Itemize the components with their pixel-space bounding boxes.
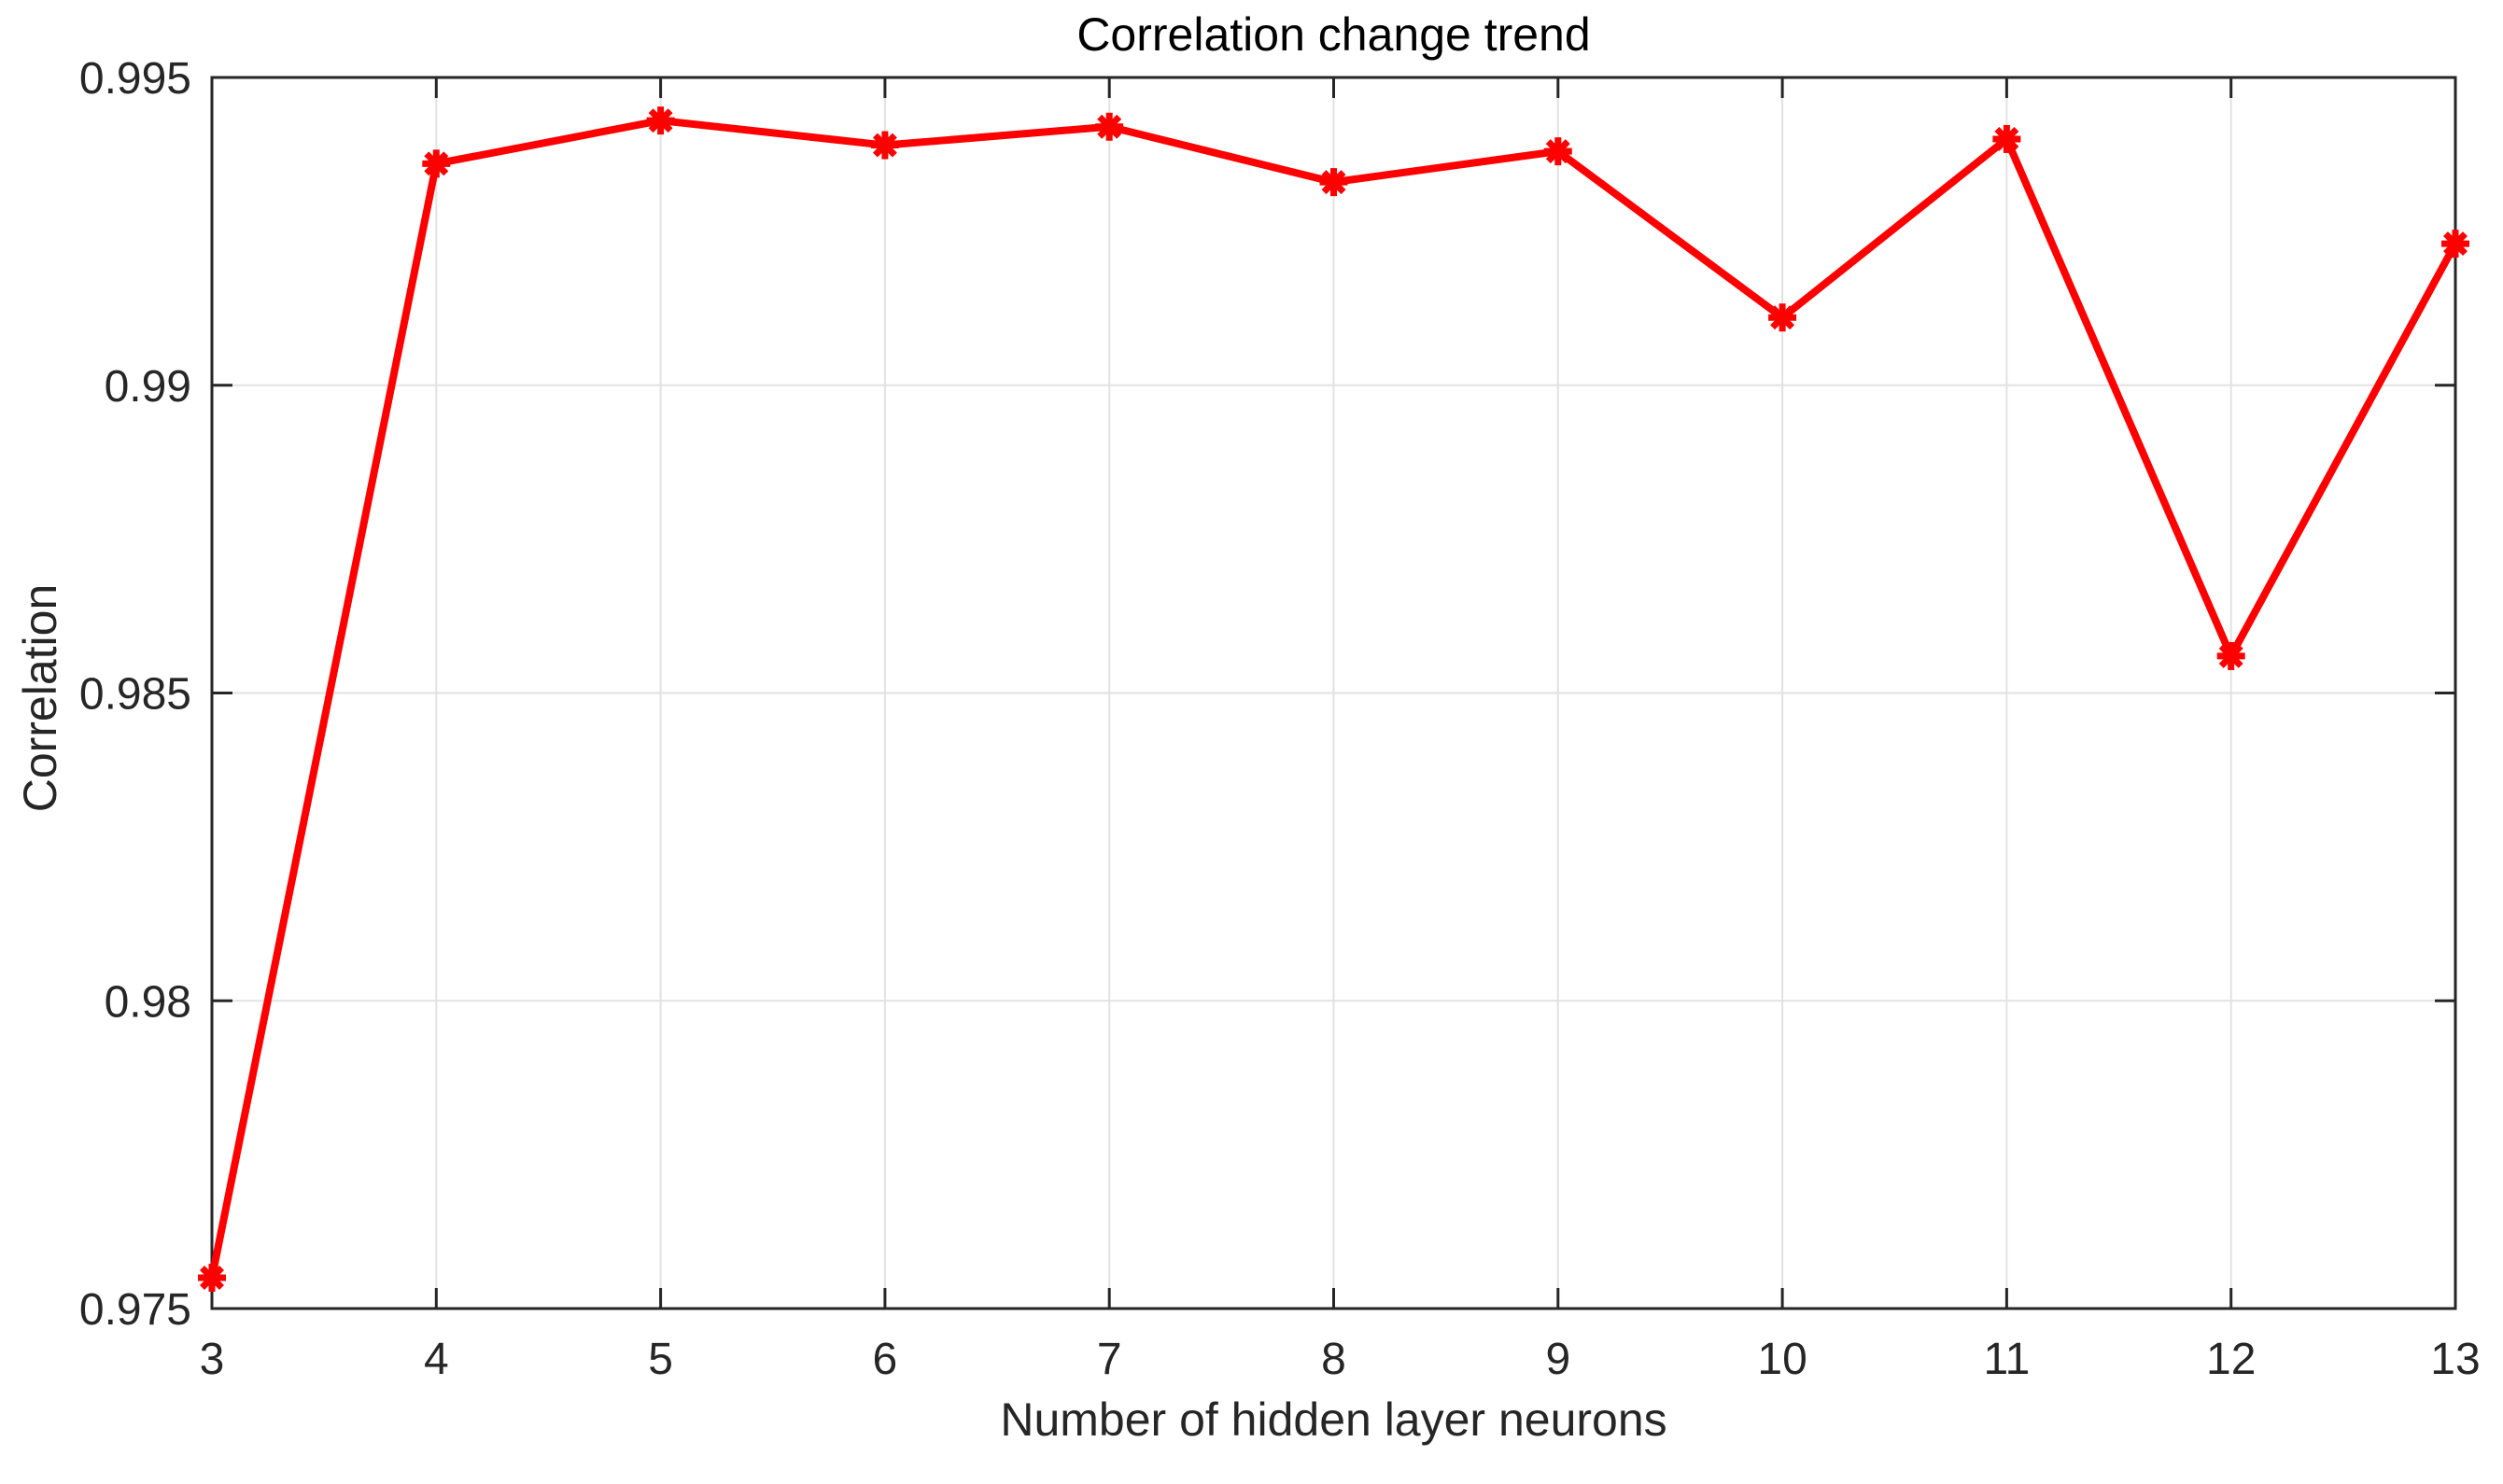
data-point-marker xyxy=(1095,112,1124,141)
marker-spoke xyxy=(2218,643,2243,668)
marker-spoke xyxy=(200,1266,224,1290)
data-point-marker xyxy=(2216,641,2245,670)
x-tick-label: 8 xyxy=(1321,1335,1346,1384)
y-tick-label: 0.985 xyxy=(79,670,191,720)
x-tick-label: 5 xyxy=(648,1335,673,1384)
x-tick-label: 13 xyxy=(2430,1335,2480,1384)
x-tick-label: 3 xyxy=(200,1335,225,1384)
marker-spoke xyxy=(648,108,673,133)
data-point-marker xyxy=(422,149,451,178)
y-tick-label: 0.975 xyxy=(79,1285,191,1335)
y-tick-label: 0.99 xyxy=(105,362,191,412)
y-tick-label: 0.995 xyxy=(79,54,191,104)
marker-spoke xyxy=(1770,305,1795,330)
x-tick-label: 9 xyxy=(1545,1335,1570,1384)
x-tick-label: 4 xyxy=(424,1335,449,1384)
x-tick-label: 6 xyxy=(873,1335,898,1384)
data-point-marker xyxy=(198,1264,226,1293)
y-axis-label: Correlation xyxy=(14,583,66,813)
marker-spoke xyxy=(1994,126,2019,151)
data-point-marker xyxy=(2441,230,2469,259)
data-point-marker xyxy=(1319,168,1348,197)
data-point-marker xyxy=(870,131,899,160)
chart-title: Correlation change trend xyxy=(1076,8,1591,61)
marker-spoke xyxy=(1321,170,1346,195)
x-tick-label: 11 xyxy=(1983,1335,2030,1384)
marker-spoke xyxy=(424,151,449,176)
marker-spoke xyxy=(1097,114,1122,139)
x-tick-label: 10 xyxy=(1757,1335,1807,1384)
y-tick-label: 0.98 xyxy=(105,977,191,1027)
x-tick-label: 12 xyxy=(2206,1335,2256,1384)
x-axis-label: Number of hidden layer neurons xyxy=(1000,1393,1667,1446)
marker-spoke xyxy=(1545,139,1570,164)
data-point-marker xyxy=(1543,137,1572,166)
marker-spoke xyxy=(2443,231,2468,257)
data-point-marker xyxy=(1992,124,2021,153)
data-point-marker xyxy=(646,106,675,135)
marker-spoke xyxy=(872,133,897,158)
x-tick-label: 7 xyxy=(1097,1335,1122,1384)
data-point-marker xyxy=(1768,303,1797,332)
